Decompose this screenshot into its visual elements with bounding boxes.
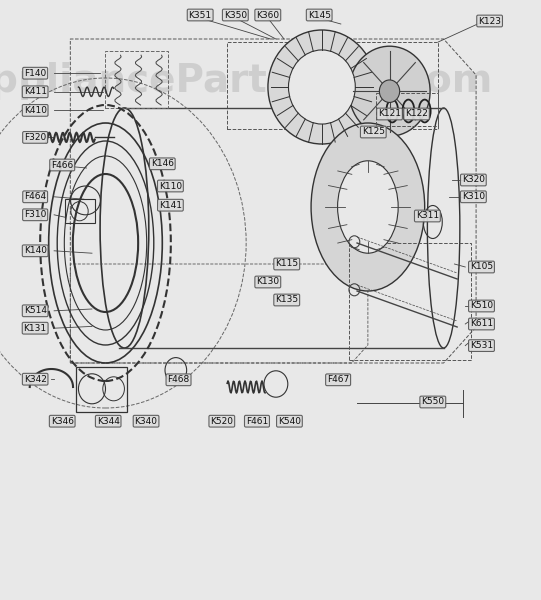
Text: K351: K351: [189, 10, 212, 19]
Ellipse shape: [338, 161, 398, 253]
Text: K410: K410: [24, 106, 47, 115]
Text: K115: K115: [275, 259, 298, 268]
Text: K110: K110: [159, 182, 182, 191]
Text: AppliancePartsPros.com: AppliancePartsPros.com: [0, 62, 493, 100]
Text: K125: K125: [362, 127, 385, 136]
Text: K121: K121: [378, 109, 401, 118]
Text: F461: F461: [246, 416, 268, 426]
Text: K611: K611: [470, 319, 493, 329]
Text: K311: K311: [416, 211, 439, 220]
Text: K411: K411: [24, 87, 47, 96]
Text: K510: K510: [470, 301, 493, 311]
Text: K310: K310: [462, 192, 485, 201]
Text: K340: K340: [135, 416, 157, 426]
Text: K540: K540: [278, 416, 301, 426]
Text: K346: K346: [51, 416, 74, 426]
Text: F467: F467: [327, 376, 349, 385]
Circle shape: [349, 46, 430, 136]
Text: F140: F140: [24, 69, 47, 78]
Text: K550: K550: [421, 397, 444, 407]
Text: K131: K131: [24, 323, 47, 332]
Text: K531: K531: [470, 341, 493, 350]
Text: K122: K122: [405, 109, 428, 118]
Ellipse shape: [427, 108, 460, 348]
Text: K130: K130: [256, 277, 279, 286]
Text: K320: K320: [462, 175, 485, 185]
Text: K344: K344: [97, 416, 120, 426]
Text: K520: K520: [210, 416, 233, 426]
Text: F468: F468: [167, 376, 190, 385]
Text: K342: K342: [24, 374, 47, 384]
Text: K145: K145: [308, 10, 331, 19]
Text: F310: F310: [24, 210, 47, 219]
Text: K140: K140: [24, 246, 47, 256]
Text: K135: K135: [275, 295, 298, 304]
Circle shape: [379, 80, 400, 103]
Text: K350: K350: [224, 10, 247, 19]
Text: K514: K514: [24, 306, 47, 316]
Ellipse shape: [288, 50, 355, 124]
Text: K123: K123: [478, 16, 501, 25]
Text: K146: K146: [151, 159, 174, 168]
Ellipse shape: [100, 108, 149, 348]
Text: K360: K360: [256, 10, 279, 19]
Text: F464: F464: [24, 192, 46, 201]
Ellipse shape: [311, 123, 425, 291]
Text: K141: K141: [159, 200, 182, 209]
Text: F320: F320: [24, 133, 47, 142]
Text: K105: K105: [470, 262, 493, 271]
Text: F466: F466: [51, 160, 74, 169]
Ellipse shape: [268, 30, 376, 144]
